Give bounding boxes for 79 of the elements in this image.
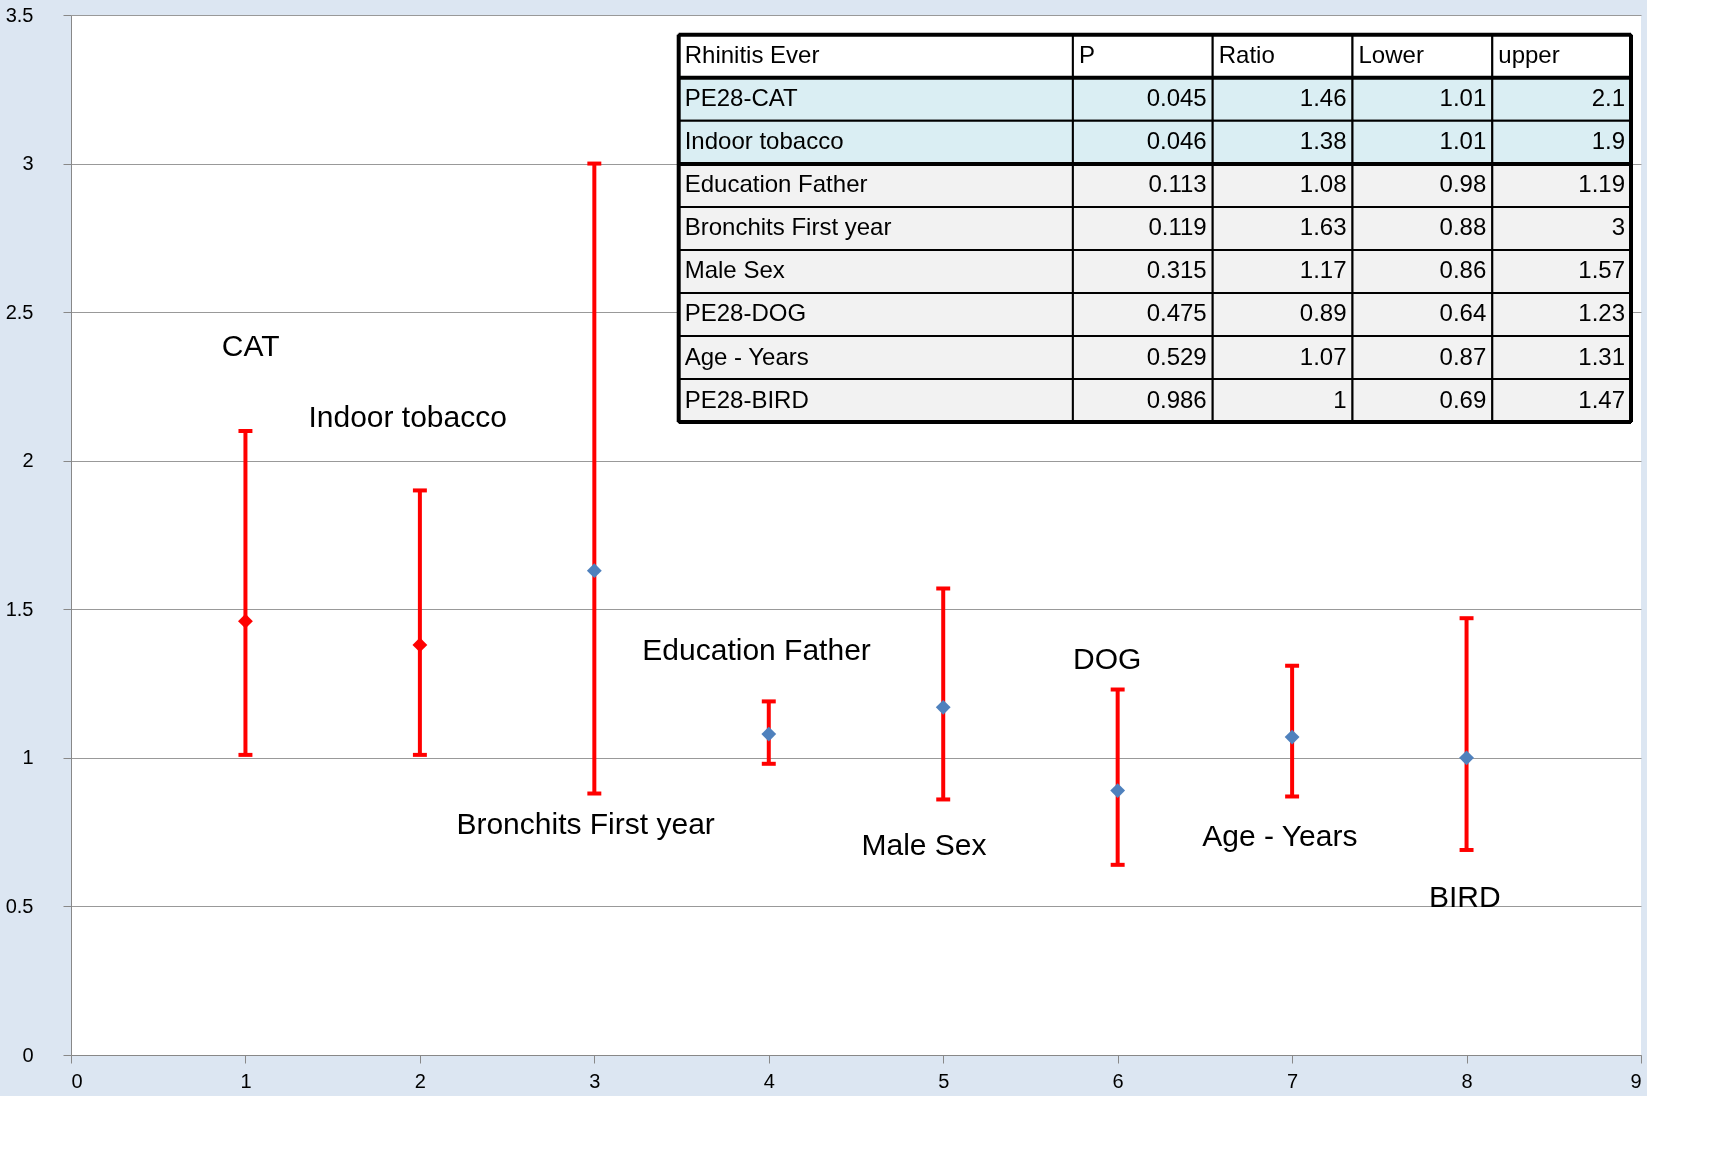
x-tick-label: 2 xyxy=(414,1069,426,1092)
text: 0.315 xyxy=(1146,256,1207,284)
text: 0.86 xyxy=(1439,256,1487,284)
category-label: PE28-CAT xyxy=(684,84,798,112)
text: 2.1 xyxy=(1591,84,1625,112)
text: 1.01 xyxy=(1439,127,1487,155)
text: 0.119 xyxy=(1148,213,1207,241)
annotation: Education Father xyxy=(642,633,871,666)
text: 0.88 xyxy=(1439,213,1487,241)
point xyxy=(412,637,428,653)
category-label: P xyxy=(1078,41,1095,69)
y-tick-label: 0 xyxy=(22,1043,34,1066)
x-tick-label: 6 xyxy=(1112,1069,1124,1092)
text: 1.38 xyxy=(1299,127,1347,155)
x-tick-label: 7 xyxy=(1287,1069,1299,1092)
text: 0.529 xyxy=(1146,342,1207,370)
x-tick-label: 1 xyxy=(240,1069,252,1092)
point xyxy=(238,613,253,629)
text: 1.23 xyxy=(1578,299,1625,327)
category-label: upper xyxy=(1498,41,1560,69)
y-tick-label: 3.5 xyxy=(5,3,34,26)
text: 1.63 xyxy=(1299,213,1347,241)
y-tick-label: 1.5 xyxy=(5,597,34,620)
annotation: CAT xyxy=(221,329,280,362)
category-label: Indoor tobacco xyxy=(684,127,844,155)
annotation: DOG xyxy=(1073,642,1142,675)
annotation: Indoor tobacco xyxy=(308,400,507,433)
x-tick-label: 9 xyxy=(1630,1069,1642,1092)
point xyxy=(935,699,951,715)
text: 0.89 xyxy=(1299,299,1347,327)
text: 1.47 xyxy=(1578,385,1625,413)
text: 1.9 xyxy=(1591,127,1625,155)
point xyxy=(1284,729,1300,745)
category-label: Age - Years xyxy=(684,342,809,370)
annotation: Male Sex xyxy=(861,828,987,861)
text: 0.64 xyxy=(1439,299,1487,327)
text: 1.57 xyxy=(1578,256,1625,284)
text: 0.98 xyxy=(1439,170,1487,198)
category-label: Bronchits First year xyxy=(684,213,892,241)
text: 1.01 xyxy=(1439,84,1487,112)
category-label: PE28-BIRD xyxy=(684,385,809,413)
text: 1 xyxy=(1333,385,1347,413)
annotation: Bronchits First year xyxy=(456,807,715,840)
text: 0.475 xyxy=(1146,299,1207,327)
text: 0.045 xyxy=(1146,84,1207,112)
category-label: Lower xyxy=(1358,41,1424,69)
x-tick-label: 8 xyxy=(1461,1069,1473,1092)
text: 1.31 xyxy=(1578,342,1625,370)
y-tick-label: 1 xyxy=(22,746,34,769)
category-label: PE28-DOG xyxy=(684,299,807,327)
y-tick-label: 3 xyxy=(22,152,34,175)
annotation: BIRD xyxy=(1428,880,1501,913)
category-label: Ratio xyxy=(1218,41,1275,69)
point xyxy=(586,563,602,579)
text: 0.986 xyxy=(1146,385,1207,413)
point xyxy=(761,726,777,742)
x-tick-label: 0 xyxy=(71,1069,83,1092)
text: 0.87 xyxy=(1439,342,1487,370)
point xyxy=(1459,750,1474,766)
text: 0.113 xyxy=(1148,170,1207,198)
y-tick-label: 2.5 xyxy=(5,300,34,323)
text: 1.46 xyxy=(1299,84,1347,112)
annotation: Age - Years xyxy=(1202,819,1358,852)
y-tick-label: 0.5 xyxy=(5,894,34,917)
text: 1.08 xyxy=(1299,170,1347,198)
text: Rhinitis Ever xyxy=(684,41,820,69)
y-tick-label: 2 xyxy=(22,449,34,472)
x-tick-label: 3 xyxy=(589,1069,601,1092)
text: 3 xyxy=(1611,213,1625,241)
x-tick-label: 5 xyxy=(938,1069,950,1092)
text: 0.69 xyxy=(1439,385,1487,413)
point xyxy=(1110,783,1126,798)
category-label: Male Sex xyxy=(684,256,785,284)
text: 0.046 xyxy=(1146,127,1207,155)
text: 1.07 xyxy=(1299,342,1347,370)
x-tick-label: 4 xyxy=(763,1069,775,1092)
category-label: Education Father xyxy=(684,170,868,198)
text: 1.17 xyxy=(1299,256,1347,284)
text: 1.19 xyxy=(1578,170,1625,198)
